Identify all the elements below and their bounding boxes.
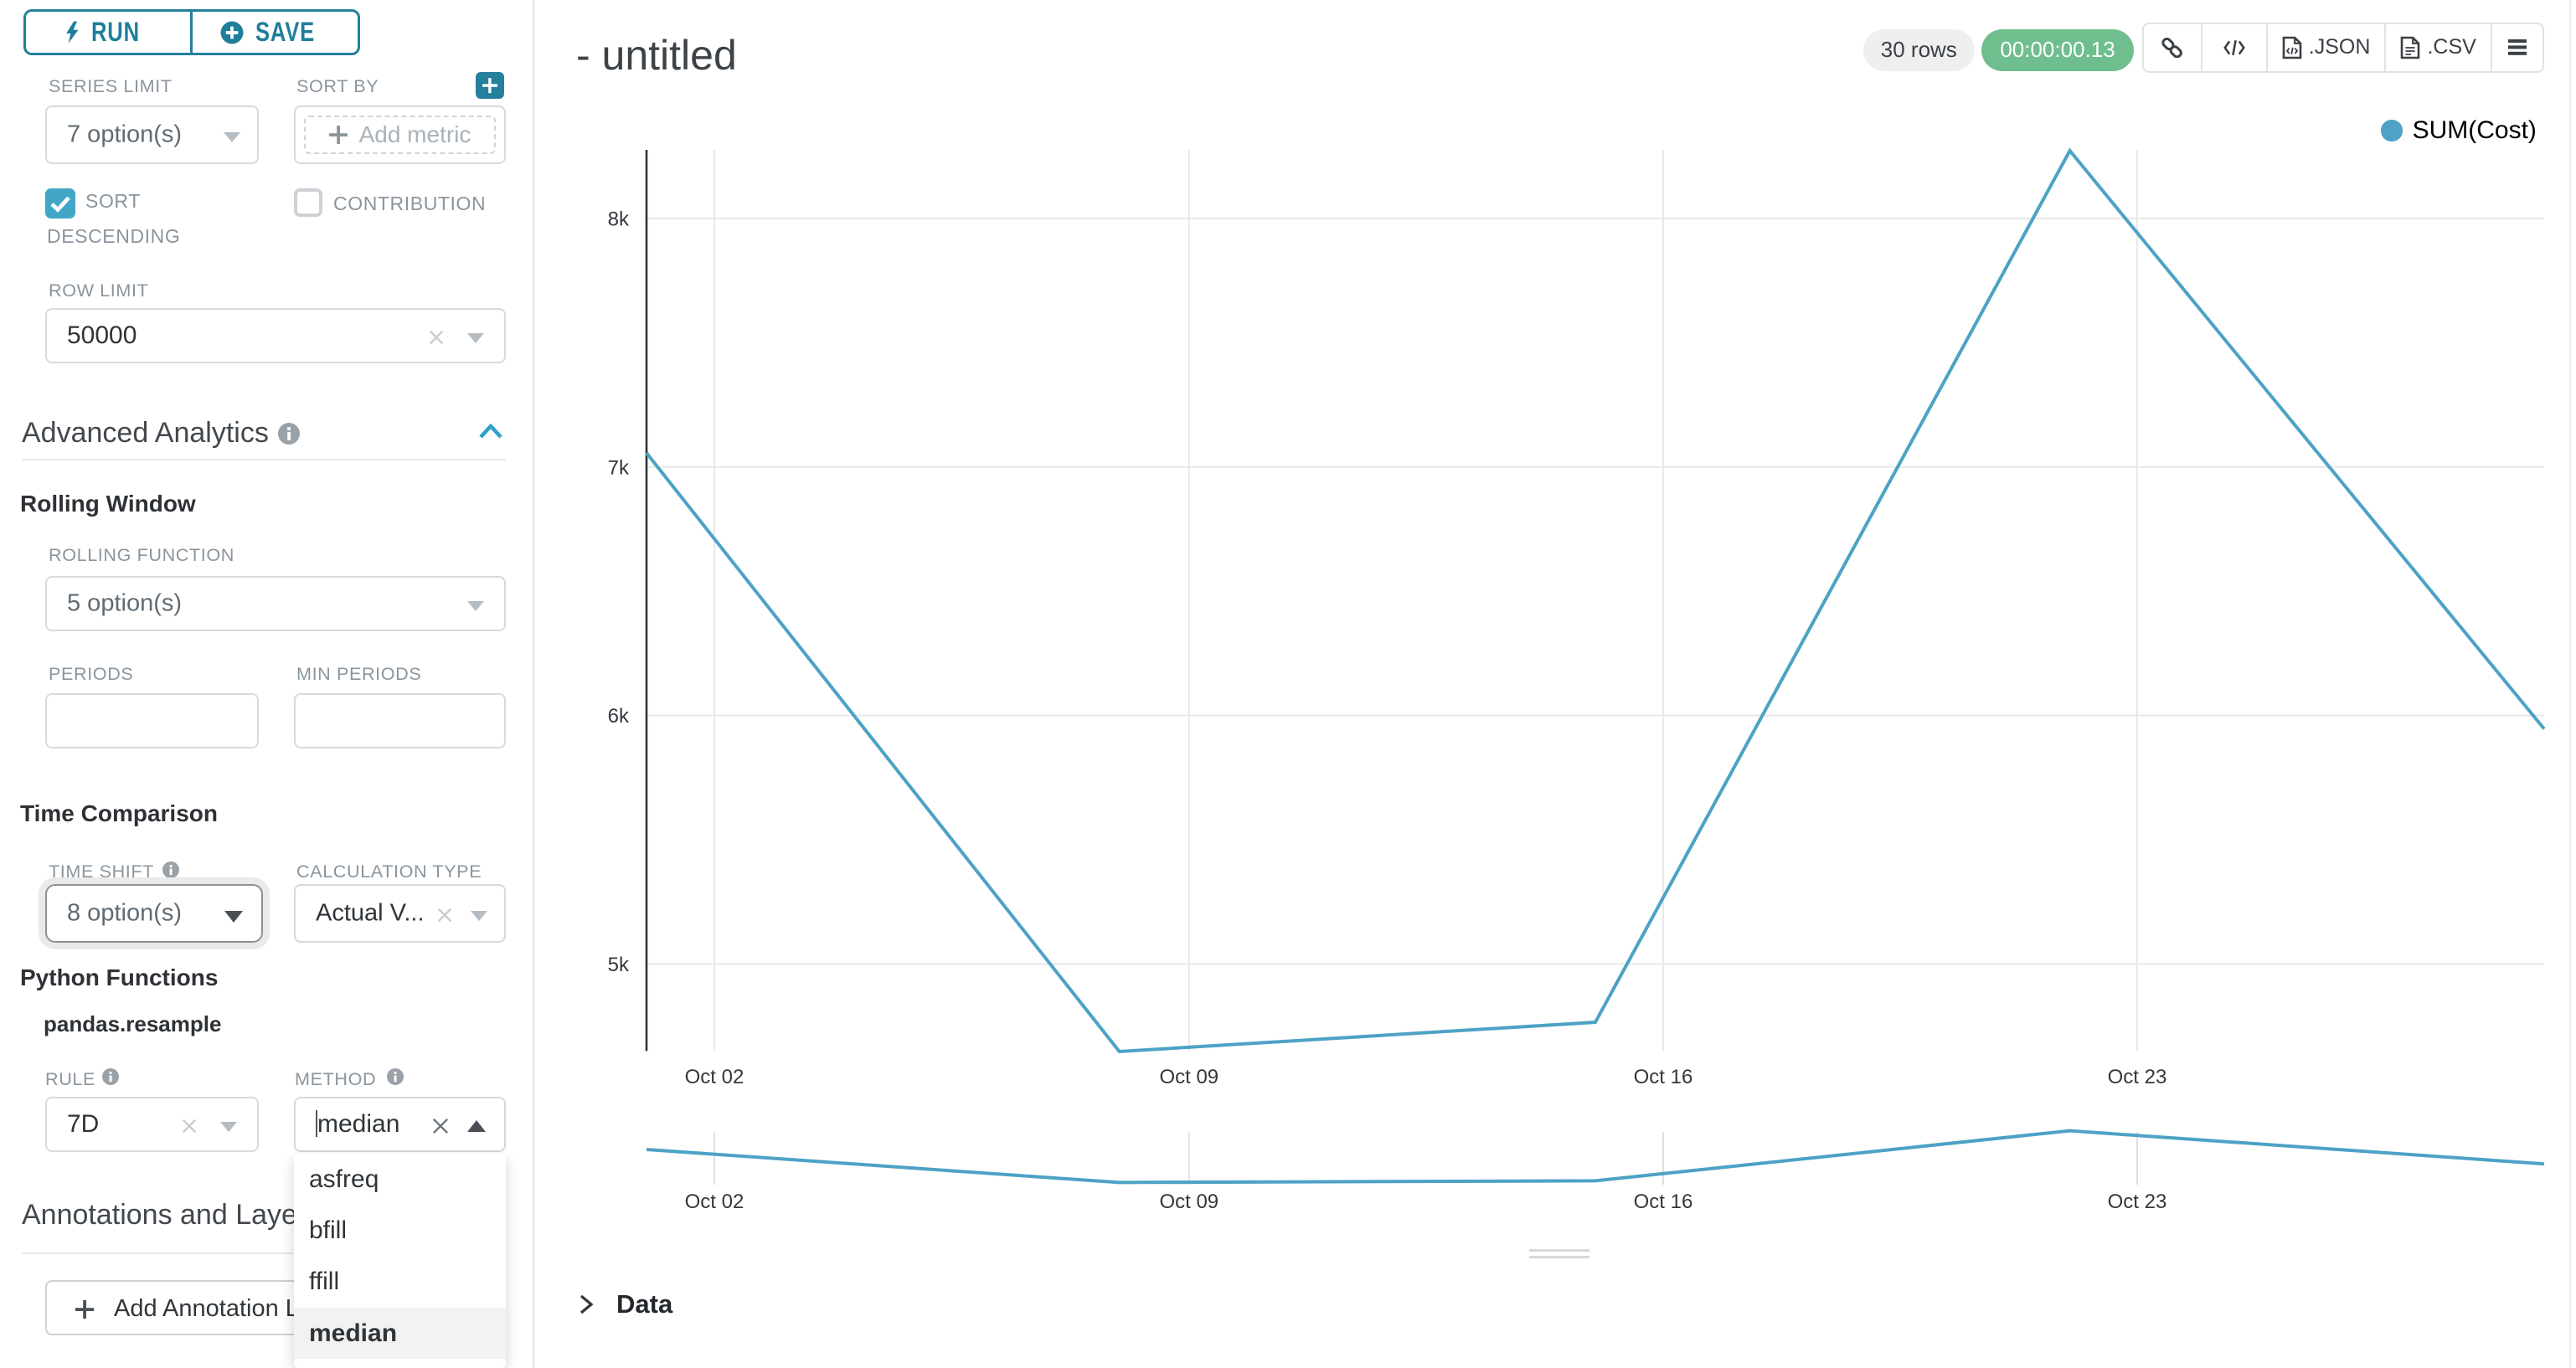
svg-text:5k: 5k [608,954,630,976]
svg-text:Oct 23: Oct 23 [2108,1191,2167,1213]
svg-text:Oct 09: Oct 09 [1159,1066,1218,1088]
svg-text:Oct 16: Oct 16 [1634,1191,1693,1213]
svg-text:Oct 02: Oct 02 [685,1066,744,1088]
svg-text:6k: 6k [608,705,630,728]
svg-text:8k: 8k [608,208,630,231]
svg-text:Oct 16: Oct 16 [1634,1066,1693,1088]
svg-text:7k: 7k [608,456,630,479]
svg-text:Oct 09: Oct 09 [1159,1191,1218,1213]
svg-text:Oct 02: Oct 02 [685,1191,744,1213]
svg-text:Oct 23: Oct 23 [2108,1066,2167,1088]
